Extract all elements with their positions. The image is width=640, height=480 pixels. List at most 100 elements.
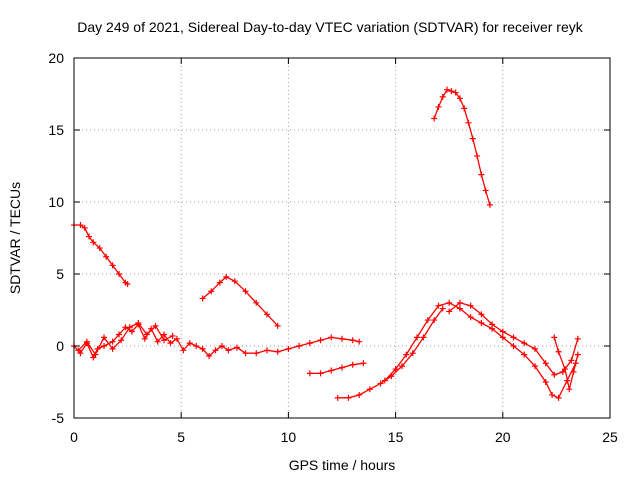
data-point-marker <box>431 115 438 122</box>
data-point-marker <box>409 350 416 357</box>
data-point-marker <box>439 93 446 100</box>
data-point-marker <box>555 348 562 355</box>
data-point-marker <box>551 371 558 378</box>
data-point-marker <box>161 331 168 338</box>
data-point-marker <box>253 299 260 306</box>
data-point-marker <box>444 86 451 93</box>
data-point-marker <box>90 239 97 246</box>
data-point-marker <box>349 361 356 368</box>
data-point-marker <box>77 222 84 229</box>
data-point-marker <box>452 89 459 96</box>
data-point-marker <box>285 345 292 352</box>
series-line <box>77 322 173 356</box>
data-point-marker <box>103 253 110 260</box>
data-point-marker <box>356 338 363 345</box>
data-point-marker <box>551 334 558 341</box>
data-point-marker <box>242 350 249 357</box>
data-point-marker <box>135 319 142 326</box>
series-arc-3 <box>75 319 176 358</box>
data-point-marker <box>233 344 240 351</box>
data-point-marker <box>263 347 270 354</box>
data-point-marker <box>420 334 427 341</box>
data-point-marker <box>360 360 367 367</box>
data-point-marker <box>574 335 581 342</box>
data-point-marker <box>339 335 345 342</box>
x-tick-label: 0 <box>70 429 78 445</box>
data-point-marker <box>448 88 455 95</box>
x-tick-label: 5 <box>177 429 185 445</box>
data-point-marker <box>328 367 335 374</box>
data-point-marker <box>274 348 281 355</box>
y-tick-label: 0 <box>56 338 64 354</box>
data-point-marker <box>435 302 442 309</box>
y-axis-label: SDTVAR / TECUs <box>7 182 23 294</box>
data-point-marker <box>377 380 384 387</box>
data-point-marker <box>86 233 93 240</box>
x-tick-label: 25 <box>602 429 618 445</box>
data-point-marker <box>212 347 219 354</box>
data-point-marker <box>566 386 573 393</box>
series-line <box>73 323 360 360</box>
data-point-marker <box>456 299 463 306</box>
data-point-marker <box>334 394 341 401</box>
data-point-marker <box>456 305 463 312</box>
series-arc-7 <box>381 299 579 401</box>
data-point-marker <box>101 334 108 341</box>
data-point-marker <box>128 328 135 335</box>
data-point-marker <box>486 201 493 208</box>
data-point-marker <box>101 343 108 349</box>
data-point-marker <box>345 394 352 401</box>
data-point-marker <box>154 338 161 345</box>
data-point-marker <box>474 152 481 159</box>
data-point-marker <box>317 370 324 377</box>
y-tick-label: -5 <box>52 410 65 426</box>
data-point-marker <box>186 340 193 347</box>
data-point-marker <box>274 322 281 329</box>
data-point-marker <box>456 95 463 102</box>
data-point-marker <box>478 311 485 318</box>
data-point-marker <box>568 357 575 364</box>
series-line <box>433 88 491 206</box>
data-point-marker <box>467 314 474 321</box>
data-point-marker <box>116 331 123 338</box>
data-point-marker <box>124 281 131 288</box>
data-point-marker <box>96 245 103 252</box>
data-point-marker <box>478 319 485 326</box>
grid-layer <box>74 58 610 418</box>
data-point-marker <box>206 353 213 360</box>
data-point-marker <box>242 288 249 295</box>
data-point-marker <box>161 337 168 344</box>
data-point-marker <box>109 338 116 345</box>
data-point-marker <box>208 288 215 295</box>
data-point-marker <box>356 391 363 398</box>
y-tick-label: 20 <box>48 50 64 66</box>
data-point-marker <box>489 321 496 328</box>
data-point-marker <box>392 366 399 373</box>
data-point-marker <box>499 334 506 341</box>
y-tick-label: 15 <box>48 122 64 138</box>
series-layer <box>71 86 581 401</box>
series-line <box>384 302 577 399</box>
data-point-marker <box>510 334 517 341</box>
data-point-marker <box>339 364 345 371</box>
data-point-marker <box>542 379 549 385</box>
data-point-marker <box>193 343 200 349</box>
plot-frame <box>73 57 611 419</box>
series-arc-4 <box>199 273 281 329</box>
data-point-marker <box>531 363 538 370</box>
data-point-marker <box>399 363 406 370</box>
data-point-marker <box>118 337 125 344</box>
data-point-marker <box>478 171 485 178</box>
data-point-marker <box>469 135 476 142</box>
data-point-marker <box>542 360 549 367</box>
data-point-marker <box>439 305 446 312</box>
data-point-marker <box>263 311 270 318</box>
data-point-marker <box>414 334 421 341</box>
series-arc-1 <box>71 222 131 288</box>
data-point-marker <box>381 377 388 384</box>
data-point-marker <box>467 302 474 309</box>
data-point-marker <box>306 340 313 347</box>
data-point-marker <box>253 350 260 357</box>
data-point-marker <box>561 366 568 373</box>
